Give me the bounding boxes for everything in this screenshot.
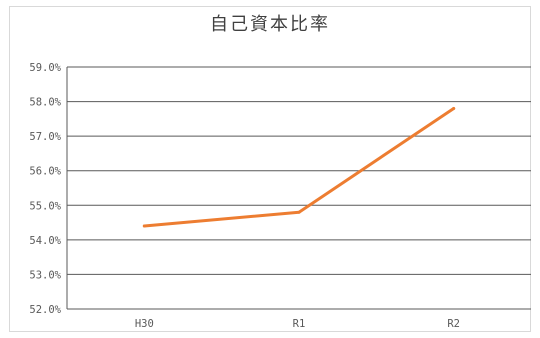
y-tick-label: 56.0% bbox=[29, 166, 61, 178]
y-tick-label: 59.0% bbox=[29, 62, 61, 74]
y-tick-label: 53.0% bbox=[29, 269, 61, 281]
chart-frame bbox=[9, 6, 531, 332]
y-tick-label: 54.0% bbox=[29, 235, 61, 247]
x-tick-label: R2 bbox=[447, 318, 460, 330]
y-tick-label: 58.0% bbox=[29, 97, 61, 109]
chart-title: 自己資本比率 bbox=[210, 14, 330, 35]
data-point bbox=[452, 106, 456, 110]
y-tick-label: 57.0% bbox=[29, 131, 61, 143]
series-line bbox=[142, 106, 456, 228]
x-tick-label: H30 bbox=[135, 318, 154, 330]
data-point bbox=[142, 224, 146, 228]
x-tick-label: R1 bbox=[293, 318, 306, 330]
data-point bbox=[297, 210, 301, 214]
y-tick-label: 55.0% bbox=[29, 200, 61, 212]
y-tick-label: 52.0% bbox=[29, 304, 61, 316]
